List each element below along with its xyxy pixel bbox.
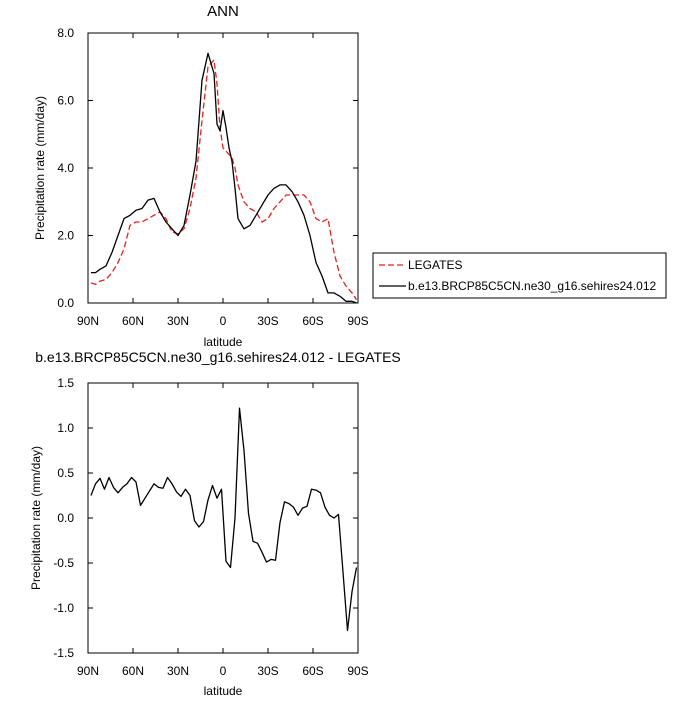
top-axis-ticks: 90N 60N 30N 0 30S 60S 90S 0.0 2.0 4.0 6.0 8.0 — [57, 26, 368, 328]
top-y-tick-label: 6.0 — [57, 94, 74, 108]
legend-label-legates: LEGATES — [408, 258, 462, 272]
top-y-tick-label: 4.0 — [57, 161, 74, 175]
top-x-axis-label: latitude — [204, 335, 243, 349]
bottom-y-tick-label: 0.5 — [57, 466, 74, 480]
top-x-tick-label: 90N — [77, 314, 99, 328]
bottom-difference-line — [90, 407, 358, 632]
top-series-group — [90, 52, 358, 304]
bottom-y-tick-label: -0.5 — [53, 556, 74, 570]
top-x-tick-label: 0 — [220, 314, 227, 328]
bottom-x-tick-label: 60N — [122, 664, 144, 678]
bottom-chart-title: b.e13.BRCP85C5CN.ne30_g16.sehires24.012 … — [35, 349, 401, 365]
bottom-x-axis-label: latitude — [204, 684, 243, 698]
bottom-y-tick-label: 0.0 — [57, 511, 74, 525]
bottom-plot-frame — [87, 382, 359, 654]
bottom-x-tick-label: 60S — [302, 664, 323, 678]
bottom-axis-ticks: 90N 60N 30N 0 30S 60S 90S -1.5 -1.0 -0.5 0.0 0.5 1.0… — [53, 376, 368, 678]
top-y-axis-label: Precipitation rate (mm/day) — [33, 96, 47, 240]
top-series-model-line — [91, 52, 357, 304]
top-y-tick-label: 8.0 — [57, 26, 74, 40]
bottom-series-group — [90, 407, 358, 632]
bottom-y-tick-label: 1.5 — [57, 376, 74, 390]
legend: LEGATES b.e13.BRCP85C5CN.ne30_g16.sehire… — [372, 252, 667, 299]
bottom-panel: b.e13.BRCP85C5CN.ne30_g16.sehires24.012 … — [29, 349, 401, 698]
top-y-tick-label: 2.0 — [57, 229, 74, 243]
top-panel: ANN Precipitation rate (mm/day) latitude… — [33, 3, 667, 349]
bottom-x-tick-label: 0 — [220, 664, 227, 678]
bottom-y-axis-label: Precipitation rate (mm/day) — [29, 446, 43, 590]
top-chart-title: ANN — [207, 3, 239, 20]
bottom-y-tick-label: -1.5 — [53, 646, 74, 660]
top-x-tick-label: 60S — [302, 314, 323, 328]
top-x-tick-label: 60N — [122, 314, 144, 328]
top-series-legates-line — [90, 59, 358, 300]
top-y-tick-label: 0.0 — [57, 296, 74, 310]
top-x-tick-label: 90S — [347, 314, 368, 328]
bottom-x-tick-label: 30S — [257, 664, 278, 678]
legend-box — [372, 252, 667, 299]
bottom-x-tick-label: 90S — [347, 664, 368, 678]
bottom-x-tick-label: 30N — [167, 664, 189, 678]
top-plot-frame — [87, 32, 359, 304]
top-x-tick-label: 30N — [167, 314, 189, 328]
top-x-tick-label: 30S — [257, 314, 278, 328]
bottom-y-tick-label: -1.0 — [53, 601, 74, 615]
bottom-x-tick-label: 90N — [77, 664, 99, 678]
legend-label-model: b.e13.BRCP85C5CN.ne30_g16.sehires24.012 — [408, 279, 656, 293]
bottom-y-tick-label: 1.0 — [57, 421, 74, 435]
